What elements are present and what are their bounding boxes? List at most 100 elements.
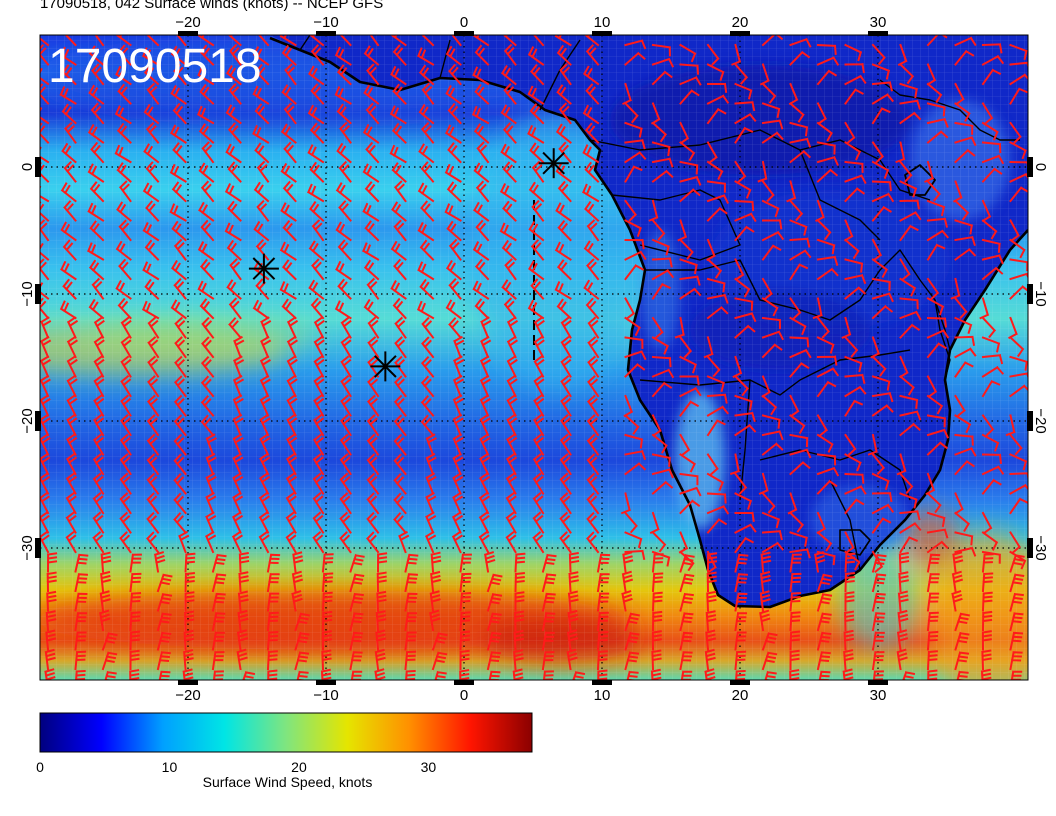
wind-barb	[624, 336, 644, 349]
wind-barb	[843, 610, 855, 632]
wind-barb	[557, 180, 572, 203]
wind-barb	[679, 355, 698, 374]
wind-barb	[761, 343, 783, 359]
wind-barb	[758, 472, 769, 495]
wind-barb	[582, 144, 600, 164]
wind-barb	[174, 355, 187, 378]
wind-barb	[369, 35, 380, 47]
wind-barb	[253, 221, 270, 242]
wind-barb	[307, 183, 325, 203]
wind-barb	[211, 651, 225, 671]
wind-barb	[624, 139, 646, 150]
wind-barb	[117, 297, 132, 320]
wind-barb	[871, 192, 895, 203]
wind-barb	[405, 669, 416, 680]
wind-barb	[761, 131, 784, 144]
wind-barb	[281, 259, 297, 281]
wind-barb	[336, 142, 352, 164]
wind-barb	[926, 394, 944, 415]
y-tick-label: −30	[1032, 535, 1049, 560]
wind-barb	[1009, 141, 1027, 160]
wind-barb	[621, 590, 633, 612]
wind-barb	[505, 530, 517, 554]
wind-barb	[256, 199, 270, 222]
wind-barb	[734, 258, 745, 281]
wind-barb	[120, 335, 132, 359]
wind-barb	[841, 316, 852, 339]
wind-barb	[926, 375, 938, 398]
wind-barb	[706, 419, 726, 437]
wind-barb	[308, 240, 325, 261]
wind-barb	[429, 570, 442, 593]
wind-barb	[1005, 414, 1016, 437]
wind-barb	[144, 278, 160, 300]
wind-barb	[40, 67, 50, 86]
wind-barb	[981, 610, 993, 632]
wind-barb	[679, 453, 696, 473]
wind-barb	[844, 385, 867, 398]
wind-barb	[129, 553, 142, 573]
wind-barb	[459, 553, 472, 573]
wind-barb	[530, 239, 545, 261]
wind-barb	[119, 511, 132, 534]
wind-barb	[954, 36, 977, 47]
wind-barb	[585, 83, 600, 105]
wind-barb	[703, 336, 714, 359]
wind-barb	[954, 651, 970, 671]
wind-barb	[147, 336, 160, 359]
wind-barb	[205, 433, 217, 456]
wind-barb	[173, 472, 187, 495]
wind-barb	[582, 104, 600, 125]
wind-barb	[844, 485, 867, 495]
wind-barb	[143, 143, 160, 164]
wind-barb	[734, 573, 748, 593]
wind-barb	[129, 592, 142, 612]
wind-barb	[568, 551, 580, 573]
wind-barb	[734, 492, 753, 510]
wind-barb	[555, 123, 572, 144]
wind-barb	[115, 65, 132, 86]
wind-barb	[816, 466, 840, 477]
wind-barb	[65, 530, 77, 554]
wind-barb	[789, 149, 812, 164]
wind-barb	[899, 277, 917, 297]
wind-barb	[90, 102, 105, 125]
wind-barb	[734, 472, 748, 495]
wind-barb	[926, 528, 949, 539]
wind-barb	[679, 43, 697, 63]
wind-barb	[789, 630, 801, 651]
wind-barb	[63, 200, 77, 222]
wind-barb	[651, 553, 664, 573]
wind-barb	[626, 670, 639, 680]
wind-barb	[816, 56, 840, 66]
wind-barb	[503, 297, 517, 320]
wind-barb	[74, 553, 89, 573]
wind-barb	[74, 631, 87, 651]
wind-barb	[568, 571, 579, 593]
wind-barb	[757, 160, 768, 183]
wind-barb	[954, 199, 970, 221]
wind-barb	[266, 573, 280, 593]
storm-markers	[248, 148, 569, 382]
wind-barb	[91, 277, 105, 300]
wind-barb	[789, 572, 802, 593]
wind-barb	[761, 511, 781, 529]
wind-barb	[789, 348, 812, 359]
wind-barb	[92, 472, 105, 495]
wind-barb	[505, 491, 517, 515]
wind-barb	[504, 258, 517, 281]
wind-barb	[926, 35, 948, 47]
wind-barb	[92, 491, 105, 515]
x-tick-label: 20	[732, 687, 749, 700]
wind-barb	[816, 573, 833, 593]
wind-barb	[156, 651, 171, 671]
wind-barb	[734, 394, 753, 411]
wind-barb	[566, 648, 578, 671]
wind-barb	[533, 316, 545, 339]
wind-barb	[145, 161, 160, 183]
wind-barb	[587, 375, 600, 398]
wind-barb	[65, 472, 77, 495]
wind-barb	[321, 649, 332, 671]
wind-barb	[59, 86, 77, 105]
wind-barb	[981, 531, 999, 551]
